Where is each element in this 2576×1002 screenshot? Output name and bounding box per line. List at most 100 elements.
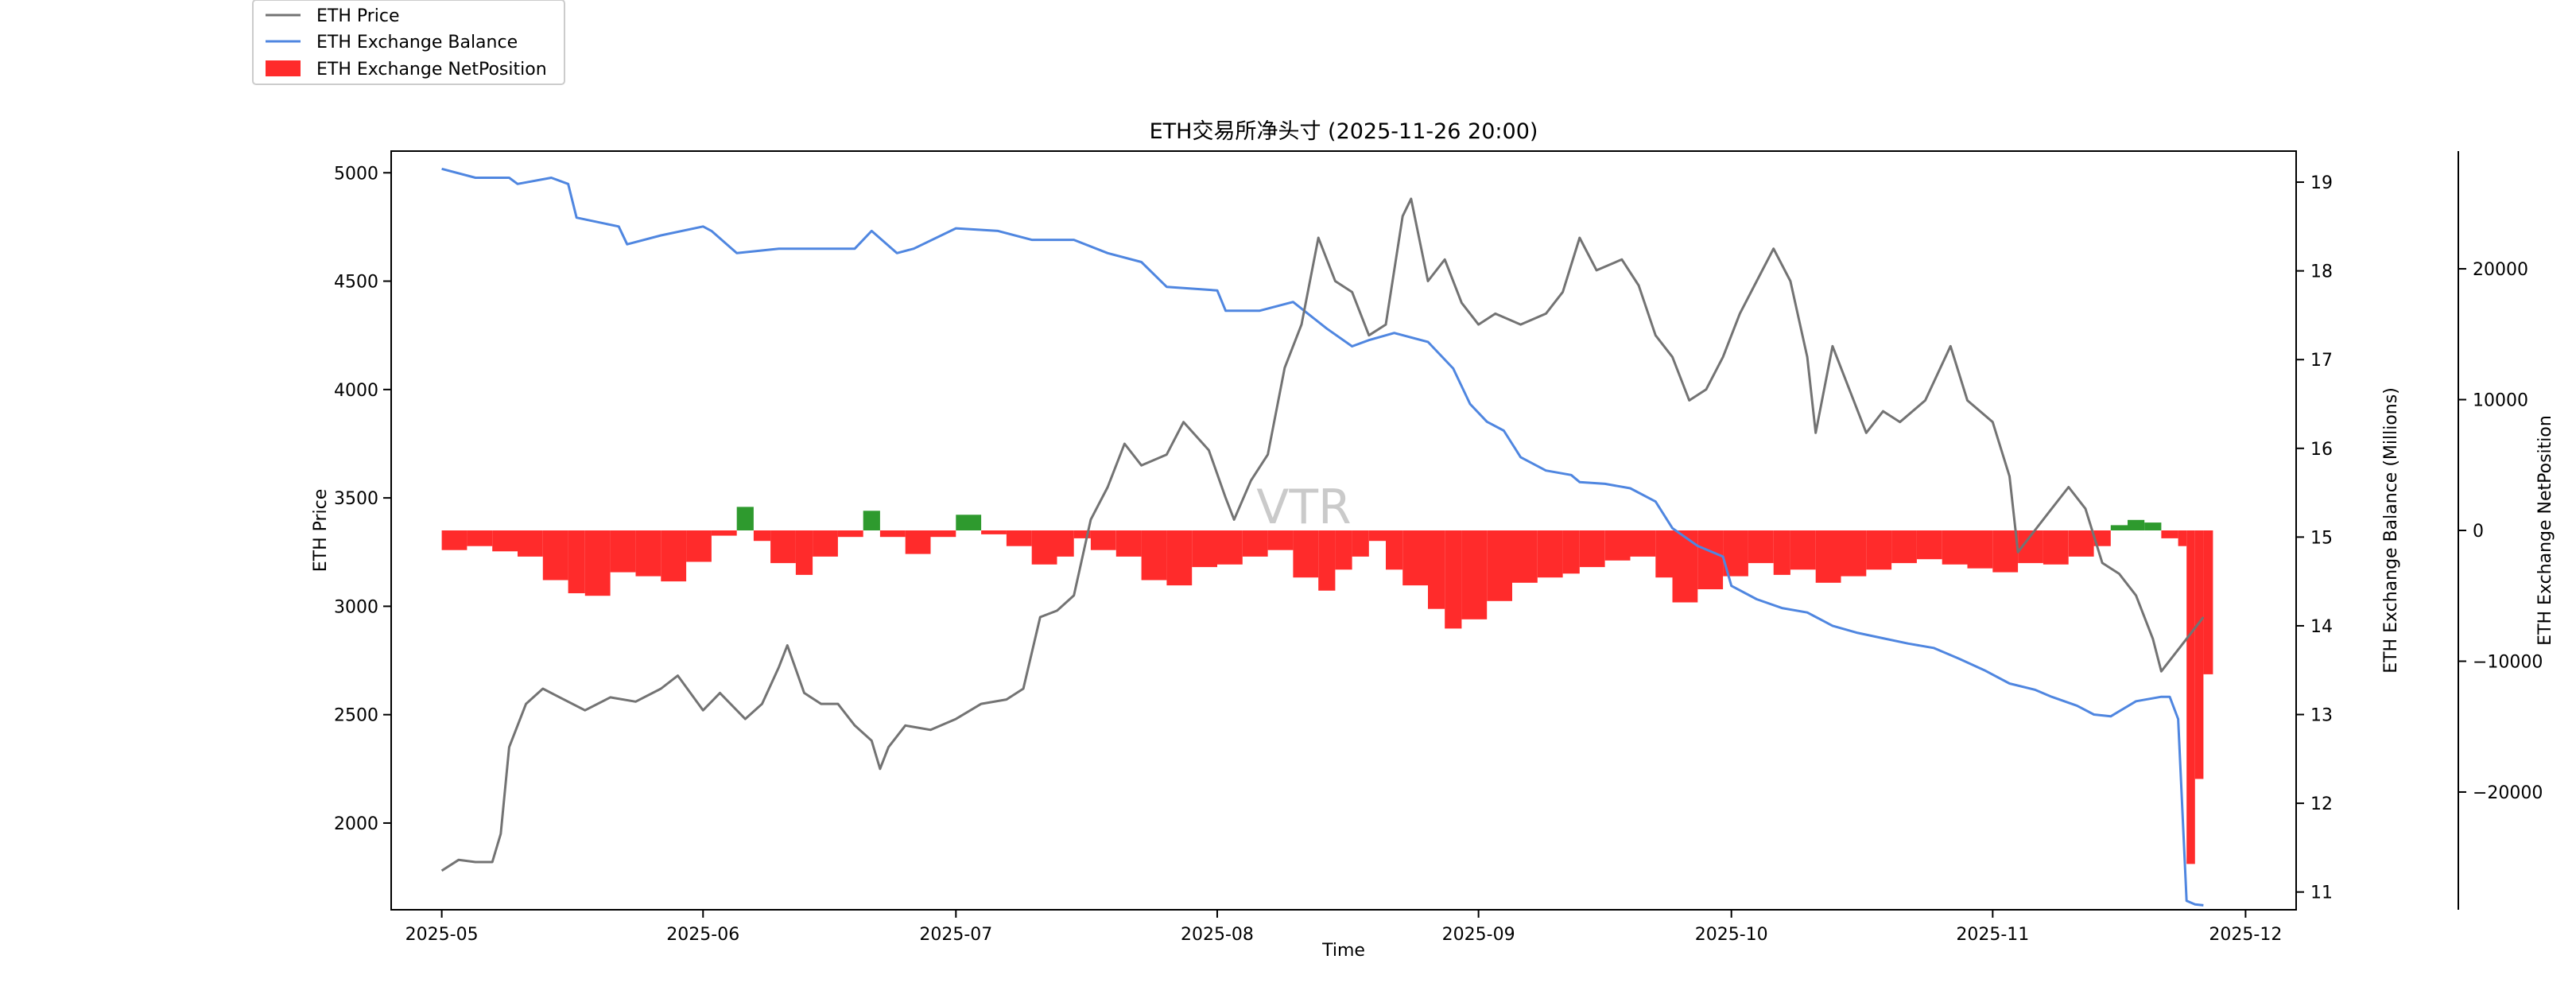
y-left-tick-label: 3000 bbox=[334, 597, 378, 617]
netposition-bar bbox=[1242, 530, 1268, 557]
netposition-bar bbox=[1368, 530, 1386, 542]
x-tick-label: 2025-07 bbox=[919, 925, 992, 945]
y-right2-tick-label: 20000 bbox=[2473, 260, 2528, 280]
netposition-bar bbox=[770, 530, 796, 564]
netposition-bar bbox=[711, 530, 737, 536]
netposition-bar bbox=[1942, 530, 1968, 565]
y-left-tick-label: 2000 bbox=[334, 814, 378, 834]
y-right2-axis: −20000 −10000 0 10000 20000 bbox=[2458, 260, 2543, 803]
x-tick-label: 2025-09 bbox=[1442, 925, 1515, 945]
netposition-bar bbox=[1815, 530, 1841, 583]
netposition-bar bbox=[2194, 530, 2204, 779]
netposition-bar bbox=[1318, 530, 1336, 591]
exchange-balance-line bbox=[441, 167, 2204, 907]
exchange-balance-path bbox=[441, 167, 2204, 907]
x-axis: 2025-05 2025-06 2025-07 2025-08 2025-09 2025-… bbox=[405, 910, 2282, 945]
eth-price-path bbox=[440, 197, 2205, 872]
netposition-bar bbox=[1057, 530, 1074, 557]
x-axis-label: Time bbox=[1321, 941, 1365, 961]
netposition-bar bbox=[2093, 530, 2111, 546]
netposition-bar bbox=[1748, 530, 1774, 564]
x-tick-label: 2025-11 bbox=[1956, 925, 2029, 945]
netposition-bar bbox=[1697, 530, 1724, 589]
netposition-bar bbox=[1579, 530, 1605, 568]
y-right-tick-label: 16 bbox=[2310, 440, 2333, 460]
netposition-bar bbox=[568, 530, 585, 593]
netposition-bar bbox=[863, 511, 880, 530]
netposition-bar bbox=[1386, 530, 1403, 570]
y-right2-tick-label: −20000 bbox=[2473, 783, 2543, 803]
netposition-bar bbox=[635, 530, 661, 577]
netposition-bar bbox=[1537, 530, 1563, 578]
y-right-tick-label: 17 bbox=[2310, 351, 2333, 371]
netposition-bar bbox=[1512, 530, 1538, 583]
netposition-bar bbox=[610, 530, 636, 573]
y-right2-tick-label: −10000 bbox=[2473, 652, 2543, 672]
netposition-bar bbox=[1073, 530, 1091, 538]
netposition-bar bbox=[1402, 530, 1428, 586]
x-tick-label: 2025-05 bbox=[405, 925, 479, 945]
legend-box bbox=[252, 0, 565, 85]
netposition-bar bbox=[1655, 530, 1673, 578]
y-left-axis-label: ETH Price bbox=[311, 489, 331, 573]
y-right-tick-label: 13 bbox=[2310, 706, 2333, 726]
y-left-tick-label: 4000 bbox=[334, 381, 378, 401]
x-tick-label: 2025-10 bbox=[1695, 925, 1768, 945]
netposition-bar bbox=[1790, 530, 1816, 570]
y-left-axis: 2000 2500 3000 3500 4000 4500 5000 bbox=[334, 164, 391, 834]
netposition-bar bbox=[837, 530, 863, 538]
netposition-bar bbox=[1217, 530, 1243, 565]
netposition-bar bbox=[981, 530, 1007, 534]
netposition-bar bbox=[1141, 530, 1167, 581]
y-right-tick-label: 12 bbox=[2310, 794, 2333, 814]
y-left-tick-label: 2500 bbox=[334, 706, 378, 726]
netposition-bar bbox=[1031, 530, 1057, 565]
netposition-bar bbox=[1916, 530, 1942, 560]
y-right-tick-label: 18 bbox=[2310, 262, 2333, 282]
netposition-bar bbox=[686, 530, 712, 562]
netposition-bar bbox=[1841, 530, 1867, 577]
netposition-bar bbox=[1428, 530, 1445, 609]
netposition-bar bbox=[1866, 530, 1892, 570]
netposition-bar bbox=[584, 530, 611, 596]
netposition-bar bbox=[2144, 522, 2162, 530]
netposition-bar bbox=[753, 530, 771, 542]
netposition-bar bbox=[1461, 530, 1488, 619]
netposition-bar bbox=[2186, 530, 2195, 864]
netposition-bar bbox=[956, 515, 982, 530]
y-left-tick-label: 3500 bbox=[334, 489, 378, 509]
netposition-bar bbox=[1992, 530, 2019, 573]
netposition-bars bbox=[441, 507, 2213, 864]
netposition-bar bbox=[1773, 530, 1790, 575]
netposition-bar bbox=[930, 530, 956, 538]
netposition-bar bbox=[542, 530, 568, 581]
netposition-bar bbox=[492, 530, 518, 552]
netposition-bar bbox=[1267, 530, 1294, 550]
netposition-bar bbox=[795, 530, 813, 575]
watermark-text: VTR bbox=[1256, 480, 1351, 535]
legend: ETH Price ETH Exchange Balance ETH Excha… bbox=[252, 0, 565, 85]
netposition-bar bbox=[2043, 530, 2069, 565]
netposition-bar bbox=[518, 530, 543, 557]
netposition-bar bbox=[2178, 530, 2187, 546]
netposition-bar bbox=[1967, 530, 1993, 569]
legend-label-price: ETH Price bbox=[316, 6, 400, 26]
netposition-bar bbox=[2161, 530, 2178, 538]
plot-frame bbox=[390, 150, 2297, 911]
netposition-bar bbox=[1192, 530, 1217, 568]
netposition-bar bbox=[1487, 530, 1512, 601]
netposition-bar bbox=[1891, 530, 1917, 564]
chart-title: ETH交易所净头寸 (2025-11-26 20:00) bbox=[1150, 119, 1538, 144]
netposition-bar bbox=[1166, 530, 1193, 586]
netposition-bar bbox=[813, 530, 838, 557]
netposition-bar bbox=[1604, 530, 1631, 561]
y-right2-tick-label: 10000 bbox=[2473, 391, 2528, 411]
netposition-bar bbox=[2203, 530, 2213, 674]
netposition-bar bbox=[1562, 530, 1580, 574]
x-tick-label: 2025-12 bbox=[2209, 925, 2282, 945]
netposition-bar bbox=[1006, 530, 1032, 546]
netposition-bar bbox=[1352, 530, 1369, 557]
y-left-tick-label: 4500 bbox=[334, 273, 378, 293]
netposition-bar bbox=[2110, 525, 2128, 530]
